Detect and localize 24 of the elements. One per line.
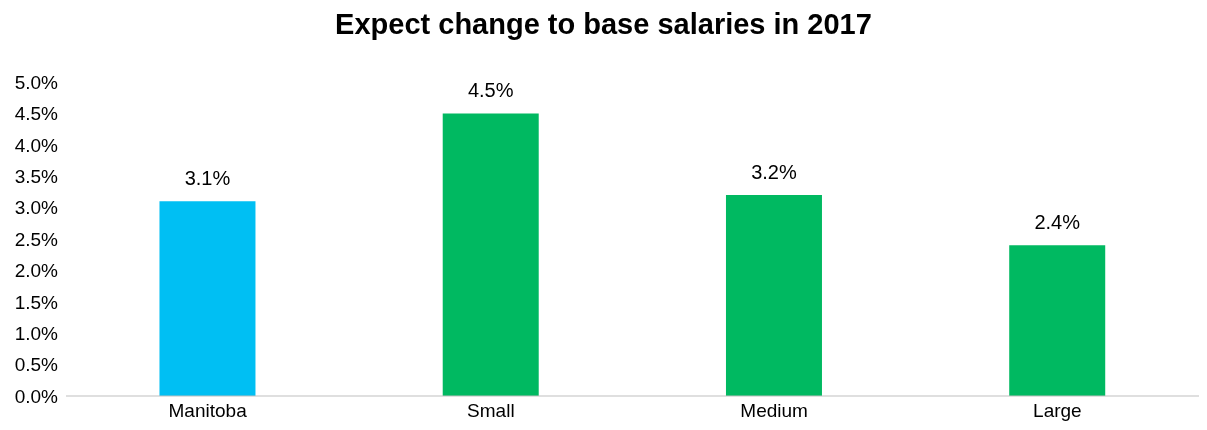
x-tick-label: Small (467, 400, 515, 422)
bar (1009, 245, 1106, 396)
data-label: 2.4% (1034, 211, 1081, 234)
bar (442, 113, 539, 396)
x-tick-label: Large (1033, 400, 1082, 422)
y-tick-label: 3.5% (14, 165, 59, 187)
y-tick-label: 2.5% (14, 228, 59, 250)
chart-title: Expect change to base salaries in 2017 (334, 8, 873, 41)
y-tick-label: 2.0% (14, 260, 59, 282)
y-tick-label: 0.0% (14, 385, 59, 407)
y-tick-label: 3.0% (14, 197, 59, 219)
y-tick-label: 1.5% (14, 291, 59, 313)
y-tick-label: 4.0% (14, 134, 59, 156)
data-label: 3.2% (751, 161, 797, 184)
y-tick-label: 4.5% (14, 103, 59, 125)
x-tick-label: Medium (740, 400, 808, 422)
bar (725, 195, 822, 396)
data-label: 4.5% (467, 79, 514, 102)
x-tick-label: Manitoba (168, 400, 248, 422)
y-tick-label: 5.0% (14, 71, 59, 93)
y-tick-label: 0.5% (14, 354, 59, 376)
y-tick-label: 1.0% (14, 322, 59, 344)
bar (159, 201, 256, 396)
data-label: 3.1% (184, 167, 231, 190)
